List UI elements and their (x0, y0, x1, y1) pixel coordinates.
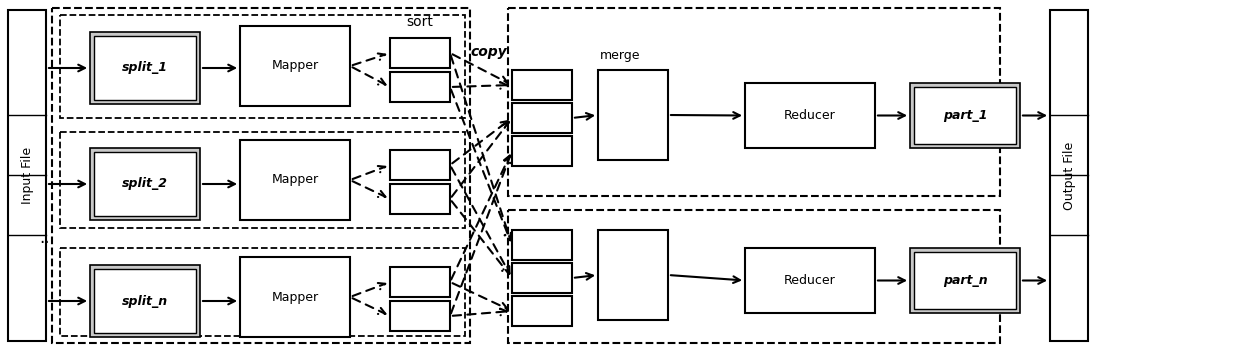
Text: split_n: split_n (122, 294, 169, 307)
Bar (94, 269, 196, 333)
Bar (512, 136, 572, 166)
Bar (914, 87, 1016, 144)
Bar (241, 257, 350, 337)
Text: sort: sort (407, 15, 434, 29)
Bar (391, 184, 450, 214)
Bar (241, 26, 350, 106)
Bar (91, 148, 200, 220)
Bar (508, 210, 999, 343)
Text: Input File: Input File (21, 147, 33, 204)
Text: part_1: part_1 (942, 109, 987, 122)
Bar (91, 265, 200, 337)
Text: part_n: part_n (942, 274, 987, 287)
Bar (7, 10, 46, 341)
Bar (60, 132, 465, 228)
Bar (745, 248, 875, 313)
Bar (60, 248, 465, 336)
Text: split_1: split_1 (122, 61, 167, 74)
Text: Mapper: Mapper (272, 60, 319, 73)
Text: copy: copy (470, 45, 507, 59)
Bar (94, 36, 196, 100)
Bar (391, 38, 450, 68)
Bar (914, 252, 1016, 309)
Text: Mapper: Mapper (272, 173, 319, 186)
Bar (512, 70, 572, 100)
Text: Output File: Output File (1063, 141, 1075, 210)
Bar (52, 8, 470, 343)
Bar (391, 150, 450, 180)
Bar (241, 140, 350, 220)
Bar (94, 152, 196, 216)
Bar (512, 103, 572, 133)
Bar (910, 248, 1021, 313)
Bar (391, 301, 450, 331)
Bar (745, 83, 875, 148)
Text: Reducer: Reducer (784, 274, 836, 287)
Bar (60, 15, 465, 118)
Bar (391, 267, 450, 297)
Bar (910, 83, 1021, 148)
Text: Reducer: Reducer (784, 109, 836, 122)
Text: Mapper: Mapper (272, 291, 319, 304)
Text: split_2: split_2 (122, 178, 167, 191)
Bar (512, 263, 572, 293)
Text: merge: merge (600, 49, 641, 62)
Bar (598, 70, 668, 160)
Bar (1050, 10, 1087, 341)
Bar (598, 230, 668, 320)
Text: ...: ... (40, 229, 55, 247)
Bar (508, 8, 999, 196)
Bar (512, 230, 572, 260)
Bar (91, 32, 200, 104)
Bar (512, 296, 572, 326)
Bar (391, 72, 450, 102)
